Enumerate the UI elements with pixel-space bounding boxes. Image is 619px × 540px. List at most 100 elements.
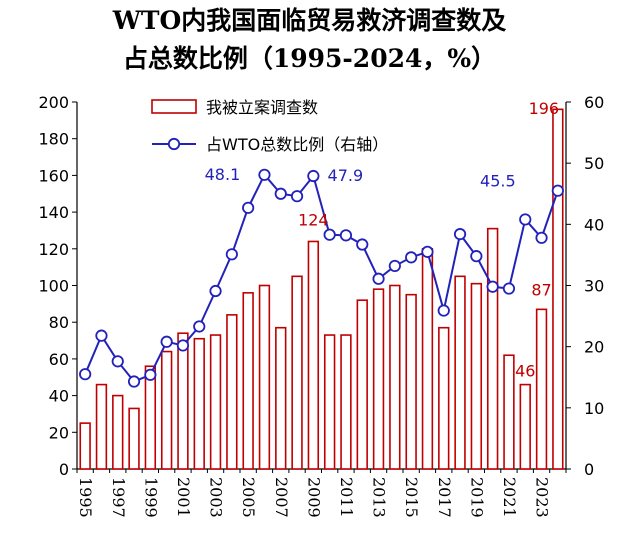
y-left-tick-label: 160 [38, 166, 69, 185]
ratio-point [160, 335, 173, 348]
bar [519, 383, 531, 470]
legend-line-marker [167, 137, 181, 151]
bar [470, 282, 483, 470]
data-label: 124 [298, 210, 329, 229]
x-tick-label: 2021 [500, 477, 519, 518]
legend-line-label: 占WTO总数比例（右轴） [206, 135, 388, 154]
ratio-point [437, 304, 450, 317]
bar [112, 394, 124, 470]
ratio-point [388, 259, 401, 273]
x-tick-label: 2023 [533, 477, 552, 518]
y-right-tick-label: 20 [584, 338, 604, 357]
y-left-tick-label: 80 [49, 313, 69, 332]
ratio-point [453, 228, 467, 241]
ratio-point [551, 184, 564, 197]
bar [275, 326, 287, 470]
bar [226, 314, 238, 470]
bar [291, 275, 303, 470]
ratio-point [307, 169, 320, 183]
ratio-point [127, 375, 141, 388]
ratio-point [144, 368, 157, 381]
ratio-point [225, 248, 238, 261]
x-tick-label: 2005 [239, 477, 258, 518]
x-tick-label: 1999 [141, 477, 160, 518]
x-tick-label: 1997 [109, 477, 128, 518]
ratio-point [176, 339, 190, 352]
ratio-point [209, 284, 222, 298]
ratio-point [258, 168, 271, 181]
bar [177, 332, 189, 470]
y-left-tick-label: 60 [49, 350, 69, 369]
x-tick-label: 2009 [304, 477, 323, 518]
x-tick-label: 2001 [174, 477, 193, 518]
x-tick-label: 1995 [76, 477, 95, 518]
data-label: 48.1 [205, 165, 241, 184]
y-left-tick-label: 100 [38, 277, 69, 296]
bar [160, 350, 173, 470]
ratio-point [535, 231, 548, 244]
ratio-point [79, 368, 92, 381]
x-tick-label: 2015 [402, 477, 421, 518]
y-right-tick-label: 30 [584, 277, 604, 296]
ratio-point [502, 282, 516, 295]
y-left-tick-label: 120 [38, 240, 69, 259]
x-tick-label: 2017 [435, 477, 454, 518]
y-left-tick-label: 40 [49, 387, 69, 406]
data-label: 46 [515, 362, 535, 381]
ratio-point [356, 238, 369, 251]
ratio-line [84, 172, 559, 383]
bar [307, 240, 320, 470]
bar [323, 334, 336, 470]
y-right-tick-label: 60 [584, 93, 604, 112]
bar [258, 284, 271, 470]
bar [421, 248, 434, 470]
ratio-point [323, 228, 336, 241]
y-left-tick-label: 180 [38, 130, 69, 149]
bar [405, 293, 417, 470]
y-right-tick-label: 40 [584, 215, 604, 234]
ratio-point [95, 329, 108, 342]
ratio-point [421, 245, 434, 258]
y-right-tick-label: 0 [584, 460, 594, 479]
ratio-point [339, 229, 353, 242]
chart-title-line-1: WTO内我国面临贸易救济调查数及 [112, 6, 507, 35]
bar [95, 383, 108, 470]
ratio-point [290, 190, 304, 203]
bar [438, 326, 450, 470]
bar [193, 337, 205, 470]
bar [535, 308, 548, 470]
bar [79, 422, 91, 470]
ratio-point [111, 355, 124, 368]
y-left-tick-label: 140 [38, 203, 69, 222]
data-label: 47.9 [328, 166, 364, 185]
legend-bar-swatch [151, 99, 197, 114]
legend-bar-label: 我被立案调查数 [206, 98, 318, 117]
data-label: 196 [529, 99, 560, 118]
bar [144, 365, 157, 470]
x-tick-label: 2019 [467, 477, 486, 518]
y-right-tick-label: 50 [584, 154, 604, 173]
ratio-point [372, 272, 385, 285]
y-right-tick-label: 10 [584, 399, 604, 418]
ratio-point [470, 250, 483, 263]
chart-title: WTO内我国面临贸易救济调查数及 占总数比例（1995-2024，%） [0, 2, 619, 78]
bar [128, 407, 140, 470]
ratio-point [193, 320, 206, 333]
y-left-tick-label: 0 [59, 460, 69, 479]
bar [372, 288, 385, 470]
bar [340, 334, 352, 470]
x-tick-label: 2003 [207, 477, 226, 518]
ratio-point [519, 213, 532, 226]
ratio-point [405, 251, 418, 264]
x-tick-label: 2013 [370, 477, 389, 518]
chart-title-line-2: 占总数比例（1995-2024，%） [122, 44, 497, 73]
data-label: 87 [531, 280, 551, 299]
x-tick-label: 2007 [272, 477, 291, 518]
bar [209, 334, 222, 470]
bar [454, 275, 466, 470]
ratio-point [242, 201, 255, 214]
ratio-point [486, 280, 499, 293]
data-label: 45.5 [480, 172, 516, 191]
y-left-tick-label: 20 [49, 423, 69, 442]
